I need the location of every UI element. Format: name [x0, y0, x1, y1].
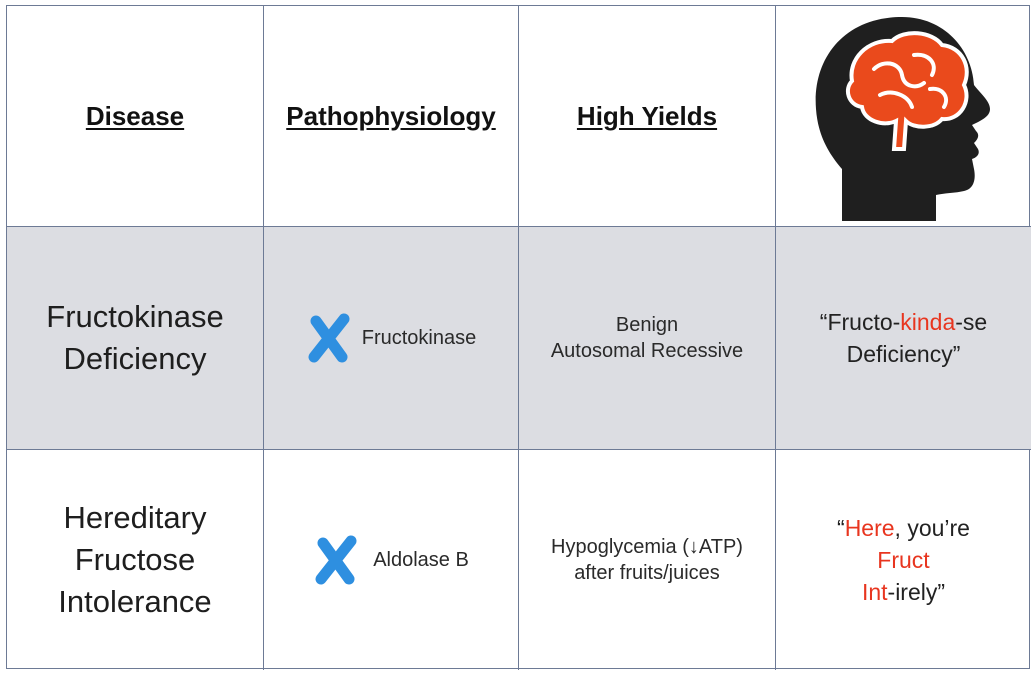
- row2-patho-cell: Aldolase B: [264, 450, 519, 670]
- row2-high-yield-line2: after fruits/juices: [574, 562, 720, 584]
- row2-mnemonic-highlight1: Here: [844, 515, 895, 541]
- head-with-brain-icon: [815, 17, 990, 221]
- row1-high-yield: Benign Autosomal Recessive: [551, 312, 743, 364]
- comparison-table: Disease Pathophysiology High Yields Fruc…: [6, 5, 1031, 670]
- header-cell-image: [776, 6, 1031, 227]
- row2-mnemonic-open: “: [837, 515, 845, 541]
- header-cell-pathophysiology: Pathophysiology: [264, 6, 519, 227]
- row2-high-yield-pre: Hypoglycemia (: [551, 536, 689, 558]
- header-disease: Disease: [85, 100, 185, 131]
- row2-mnemonic-cell: “Here, you’re Fruct Int-irely”: [776, 450, 1031, 670]
- row1-mnemonic-open: “Fructo-: [819, 309, 901, 335]
- row2-high-yield-cell: Hypoglycemia (↓ATP) after fruits/juices: [519, 450, 776, 670]
- row1-disease-cell: Fructokinase Deficiency: [7, 227, 264, 450]
- row1-patho-cell: Fructokinase: [264, 227, 519, 450]
- row2-mnemonic: “Here, you’re Fruct Int-irely”: [837, 512, 970, 608]
- row1-disease-line1: Fructokinase: [46, 299, 224, 334]
- row2-disease-line1: Hereditary: [63, 500, 207, 535]
- row2-disease-line3: Intolerance: [58, 584, 212, 619]
- header-cell-disease: Disease: [7, 6, 264, 227]
- row2-disease: Hereditary Fructose Intolerance: [58, 497, 211, 623]
- row2-mnemonic-after3: -irely”: [887, 579, 946, 605]
- row2-mnemonic-after1: , you’re: [894, 515, 970, 541]
- blue-x-icon: [308, 313, 350, 363]
- row1-high-yield-line2: Autosomal Recessive: [550, 340, 744, 362]
- row1-patho-text: Fructokinase: [361, 327, 477, 349]
- row1-high-yield-cell: Benign Autosomal Recessive: [519, 227, 776, 450]
- row1-disease: Fructokinase Deficiency: [46, 296, 223, 380]
- row1-mnemonic: “Fructo-kinda-se Deficiency”: [820, 306, 987, 370]
- row2-mnemonic-highlight3: Int: [861, 579, 888, 605]
- blue-x-icon: [315, 535, 357, 585]
- row1-mnemonic-line2: Deficiency”: [846, 341, 961, 367]
- row1-mnemonic-highlight: kinda: [900, 309, 956, 335]
- row1-mnemonic-after: -se: [955, 309, 988, 335]
- row1-patho: Fructokinase: [306, 313, 477, 363]
- row2-high-yield-post: ATP): [698, 536, 743, 558]
- header-high-yields: High Yields: [576, 100, 718, 131]
- header-cell-high-yields: High Yields: [519, 6, 776, 227]
- row1-mnemonic-cell: “Fructo-kinda-se Deficiency”: [776, 227, 1031, 450]
- row1-high-yield-line1: Benign: [615, 314, 679, 336]
- row2-mnemonic-highlight2: Fruct: [877, 547, 930, 573]
- row2-patho: Aldolase B: [313, 535, 469, 585]
- row2-disease-line2: Fructose: [74, 542, 196, 577]
- row2-disease-cell: Hereditary Fructose Intolerance: [7, 450, 264, 670]
- row1-disease-line2: Deficiency: [63, 341, 207, 376]
- row2-high-yield: Hypoglycemia (↓ATP) after fruits/juices: [551, 534, 743, 586]
- down-arrow-icon: ↓: [688, 536, 699, 558]
- header-pathophysiology: Pathophysiology: [286, 100, 496, 131]
- row2-patho-text: Aldolase B: [373, 549, 469, 571]
